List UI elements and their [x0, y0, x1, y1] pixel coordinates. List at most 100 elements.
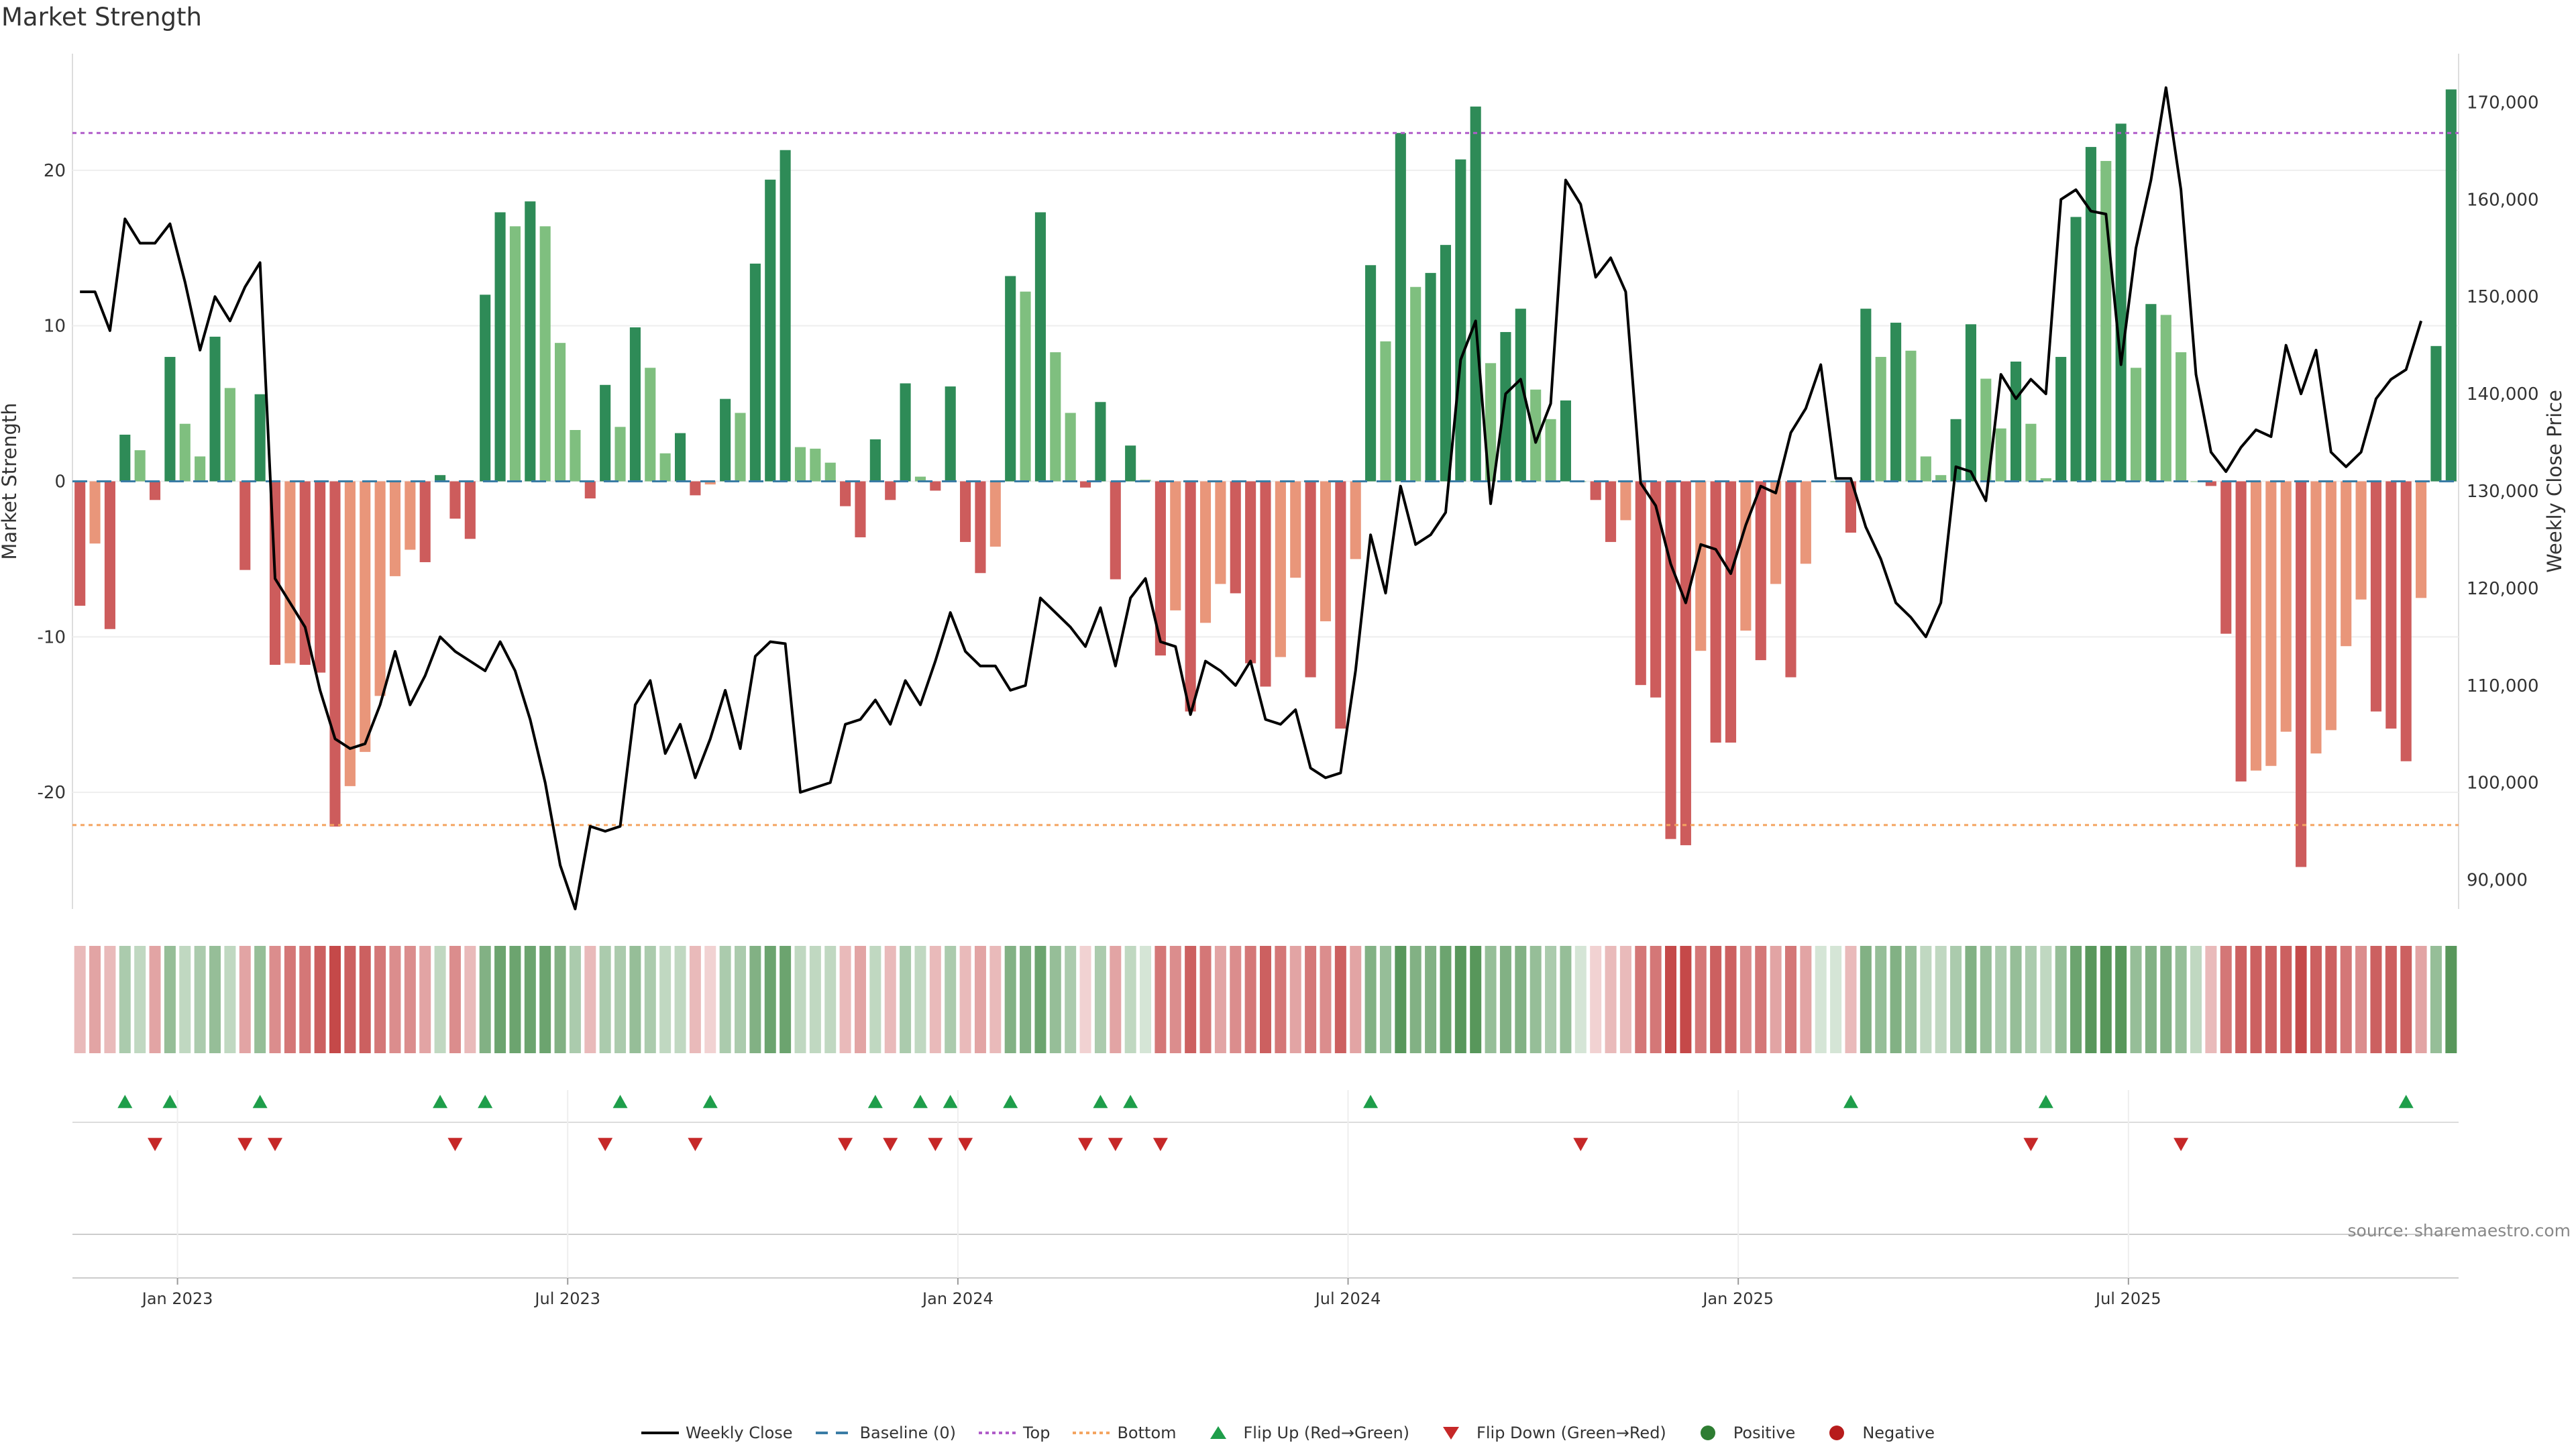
strength-bar [1470, 106, 1481, 482]
strength-bar [765, 179, 776, 482]
breadth-cell [1770, 946, 1782, 1053]
chart-legend: Weekly Close Baseline (0) Top Bottom Flip Up… [0, 1421, 2576, 1445]
strength-bar [914, 476, 926, 482]
breadth-cell [1935, 946, 1947, 1053]
breadth-cell [2010, 946, 2022, 1053]
breadth-cell [1574, 946, 1587, 1053]
breadth-cell [2265, 946, 2277, 1053]
breadth-cell [1619, 946, 1631, 1053]
breadth-cell [509, 946, 521, 1053]
breadth-cell [314, 946, 326, 1053]
strength-bar [2070, 217, 2082, 482]
strength-bar [1170, 481, 1181, 610]
breadth-cell [1185, 946, 1197, 1053]
strength-bar [2341, 481, 2352, 647]
strength-bar [1155, 481, 1166, 656]
breadth-cell [2100, 946, 2112, 1053]
flip-up-marker [1843, 1095, 1858, 1108]
breadth-cell [2340, 946, 2352, 1053]
breadth-cell [1440, 946, 1452, 1053]
strength-bar [555, 343, 566, 482]
legend-item: Weekly Close [641, 1424, 793, 1442]
strength-bar [74, 481, 86, 606]
flip-up-marker [433, 1095, 448, 1108]
legend-label: Flip Up (Red→Green) [1243, 1424, 1410, 1442]
breadth-cell [194, 946, 206, 1053]
breadth-cell [1710, 946, 1722, 1053]
flip-down-marker [838, 1138, 853, 1151]
strength-bar [1290, 481, 1301, 578]
strength-bar [1995, 428, 2006, 482]
breadth-cell [374, 946, 386, 1053]
strength-bar [780, 150, 791, 482]
breadth-cell [1379, 946, 1391, 1053]
y2-tick-label: 110,000 [2467, 676, 2539, 696]
strength-bar [704, 481, 716, 485]
breadth-cell [2040, 946, 2052, 1053]
breadth-cell [224, 946, 236, 1053]
breadth-cell [1784, 946, 1796, 1053]
breadth-cell [359, 946, 371, 1053]
strength-bar [299, 481, 311, 665]
flip-down-marker [688, 1138, 703, 1151]
breadth-cell [2220, 946, 2232, 1053]
breadth-cell [239, 946, 251, 1053]
flip-up-marker [1123, 1095, 1138, 1108]
flip-up-marker [867, 1095, 883, 1108]
strength-bar [1680, 481, 1691, 845]
strength-bar [1860, 309, 1872, 482]
breadth-cell [2130, 946, 2142, 1053]
breadth-cell [1904, 946, 1917, 1053]
strength-bar [1890, 323, 1902, 482]
breadth-cell [1529, 946, 1542, 1053]
strength-bar [1530, 389, 1542, 482]
breadth-cell [2235, 946, 2247, 1053]
x-tick-label: Jul 2024 [1314, 1289, 1381, 1308]
breadth-cell [1199, 946, 1212, 1053]
strength-bar [645, 368, 656, 482]
strength-bar [1845, 481, 1857, 533]
breadth-cell [419, 946, 431, 1053]
flip-up-marker [2038, 1095, 2053, 1108]
breadth-cell [2115, 946, 2127, 1053]
breadth-cell [959, 946, 971, 1053]
strength-bar [1034, 212, 1046, 482]
breadth-cell [1995, 946, 2007, 1053]
breadth-cell [2325, 946, 2337, 1053]
breadth-cell [2355, 946, 2367, 1053]
flip-down-marker [148, 1138, 163, 1151]
strength-bar [525, 201, 536, 482]
strength-bar [2010, 362, 2022, 482]
strength-bar [1320, 481, 1332, 622]
breadth-cell [2205, 946, 2217, 1053]
strength-bar [164, 357, 176, 482]
strength-bar [1395, 133, 1406, 482]
breadth-cell [584, 946, 596, 1053]
strength-bar [149, 481, 161, 500]
breadth-cell [1049, 946, 1061, 1053]
breadth-cell [164, 946, 176, 1053]
strength-bar [284, 481, 296, 663]
legend-label: Baseline (0) [859, 1424, 956, 1442]
strength-bar [2325, 481, 2337, 731]
breadth-cell [1454, 946, 1466, 1053]
breadth-cell [344, 946, 356, 1053]
breadth-cell [674, 946, 686, 1053]
flip-down-marker [2023, 1138, 2039, 1151]
breadth-cell [1485, 946, 1497, 1053]
breadth-cell [1470, 946, 1482, 1053]
breadth-cell [569, 946, 581, 1053]
breadth-cell [1830, 946, 1842, 1053]
x-tick-label: Jan 2025 [1701, 1289, 1774, 1308]
breadth-cell [719, 946, 731, 1053]
legend-item: Flip Up (Red→Green) [1199, 1424, 1410, 1442]
flip-down-marker [958, 1138, 973, 1151]
strength-bar [239, 481, 251, 570]
breadth-cell [1275, 946, 1287, 1053]
breadth-cell [1755, 946, 1767, 1053]
strength-bar [1770, 481, 1782, 584]
breadth-cell [1695, 946, 1707, 1053]
strength-bar [1950, 419, 1962, 482]
strength-bar [1260, 481, 1271, 687]
strength-bar [1695, 481, 1707, 651]
